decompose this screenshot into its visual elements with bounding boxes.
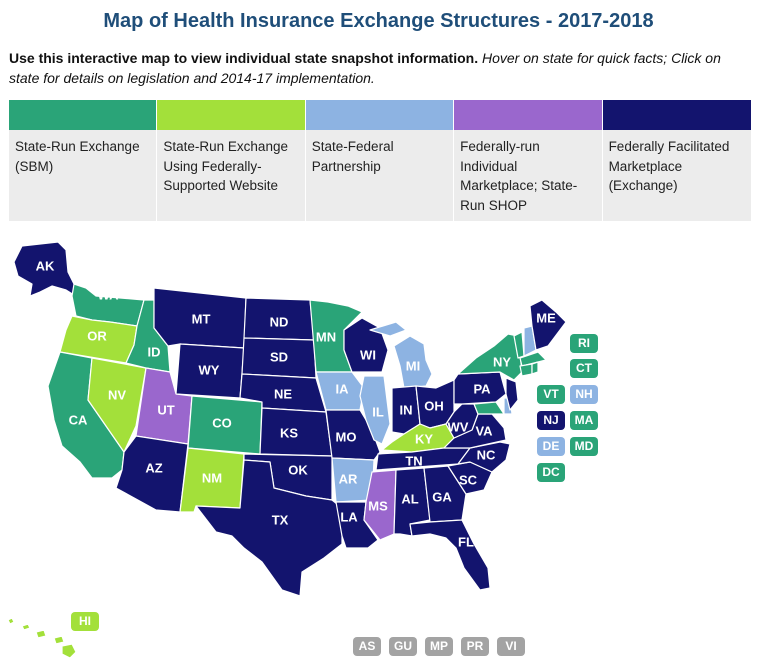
state-fl[interactable]: FL [409,519,491,591]
legend-shop: Federally-run Individual Marketplace; St… [454,100,603,221]
state-mt[interactable]: MT [153,287,247,349]
state-ct[interactable] [519,363,533,377]
state-badge-de[interactable]: DE [537,437,565,456]
state-ks[interactable]: KS [259,407,333,457]
territory-gu[interactable]: GU [389,637,417,656]
legend-swatch [454,100,602,130]
legend-swatch [157,100,305,130]
legend-sbm-fed: State-Run Exchange Using Federally-Suppo… [157,100,306,221]
state-pa[interactable]: PA [453,371,507,405]
state-wy[interactable]: WY [175,343,245,399]
legend-label: State-Run Exchange Using Federally-Suppo… [163,139,288,193]
legend-label: Federally-run Individual Marketplace; St… [460,139,578,213]
territory-mp[interactable]: MP [425,637,453,656]
legend-ffm: Federally Facilitated Marketplace (Excha… [602,100,751,221]
state-badge-ct[interactable]: CT [570,359,598,378]
state-hi[interactable] [7,617,77,659]
state-nd[interactable]: ND [243,297,315,341]
territory-vi[interactable]: VI [497,637,525,656]
legend-swatch [305,100,454,130]
state-badge-nh[interactable]: NH [570,385,598,404]
legend-swatch [602,100,751,130]
state-badge-dc[interactable]: DC [537,463,565,482]
state-badge-ri[interactable]: RI [570,334,598,353]
intro-text: Use this interactive map to view individ… [9,48,749,88]
state-md[interactable] [473,401,505,415]
page-title: Map of Health Insurance Exchange Structu… [103,10,654,32]
state-sd[interactable]: SD [241,337,317,379]
state-badge-hi[interactable]: HI [71,612,99,631]
legend-swatch [9,100,157,130]
intro-italic: Hover on state for quick facts; Click on… [9,50,721,86]
legend: State-Run Exchange (SBM) State-Run Excha… [9,100,751,221]
state-badge-ma[interactable]: MA [570,411,598,430]
state-me[interactable]: ME [529,299,567,351]
state-badge-md[interactable]: MD [570,437,598,456]
state-nj[interactable] [505,377,519,411]
us-map: AK WA OR CA NV ID MT WY UT CO [7,241,567,659]
legend-label: Federally Facilitated Marketplace (Excha… [608,139,730,193]
territory-pr[interactable]: PR [461,637,489,656]
intro-bold: Use this interactive map to view individ… [9,50,479,66]
state-badge-vt[interactable]: VT [537,385,565,404]
state-ri[interactable] [531,361,539,375]
state-co[interactable]: CO [187,395,263,455]
legend-label: State-Federal Partnership [311,139,394,174]
state-az[interactable]: AZ [115,435,189,513]
state-nm[interactable]: NM [179,447,245,513]
legend-label: State-Run Exchange (SBM) [15,139,140,174]
territory-as[interactable]: AS [353,637,381,656]
legend-partnership: State-Federal Partnership [305,100,455,221]
state-badge-nj[interactable]: NJ [537,411,565,430]
legend-sbm: State-Run Exchange (SBM) [9,100,158,221]
state-ma[interactable] [519,351,547,367]
